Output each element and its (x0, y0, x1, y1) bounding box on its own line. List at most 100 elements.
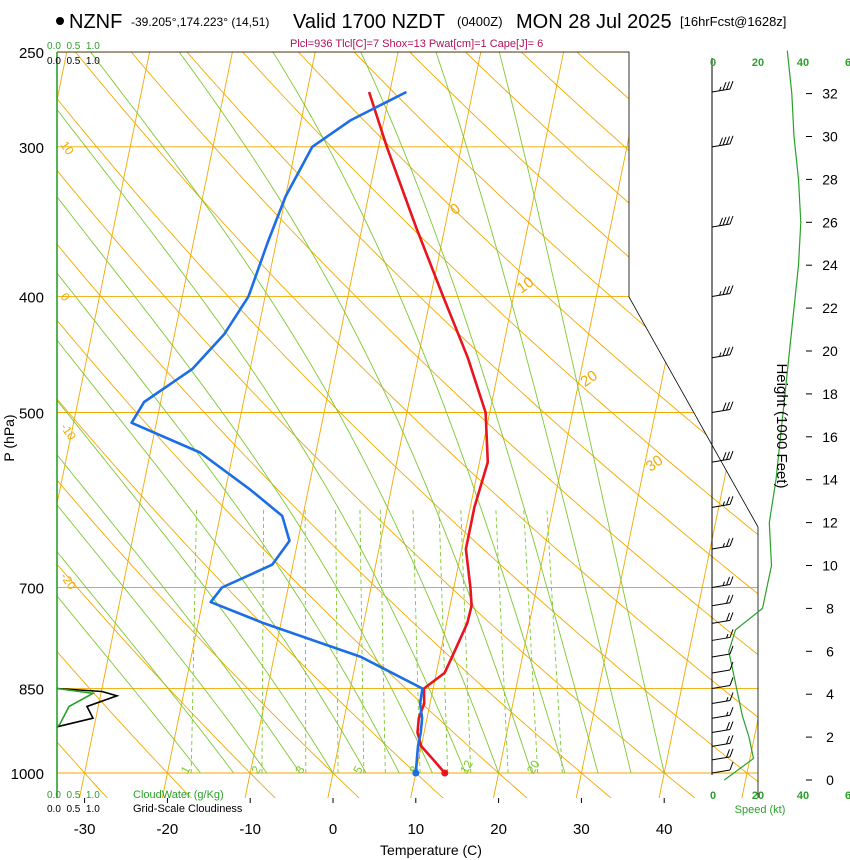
height-tick-label: 28 (822, 171, 838, 187)
pressure-tick-label: 1000 (11, 766, 44, 783)
wind-barb-feather (726, 401, 730, 411)
station-name: NZNF (69, 11, 122, 33)
wind-barb-feather (729, 594, 734, 603)
temperature-tick-label: 40 (656, 821, 673, 838)
cloudiness-line (56, 687, 120, 728)
temperature-tick-label: -20 (157, 821, 179, 838)
wind-barb-feather (726, 347, 730, 356)
wind-barb-staff (711, 619, 731, 624)
theta-label: -20 (58, 570, 80, 593)
wind-barb-feather (722, 452, 727, 461)
wind-barb-feather (729, 721, 734, 730)
pressure-tick-label: 300 (19, 140, 44, 157)
mixing-ratio-label: 20 (524, 757, 543, 776)
wind-barb-feather (726, 81, 730, 90)
temperature-tick-label: 30 (573, 821, 590, 838)
wind-barb-half-feather (722, 581, 725, 586)
height-tick-label: 14 (822, 472, 838, 488)
temperature-line (367, 91, 490, 774)
wind-barb (711, 285, 734, 297)
height-tick-label: 8 (826, 600, 834, 616)
cloudiness-label: Grid-Scale Cloudiness (133, 803, 243, 815)
wind-panel: 0246810121416182022242628303200202040406… (710, 50, 850, 802)
wind-barb-feather (729, 537, 734, 547)
dry-adiabat-line (223, 52, 758, 798)
dry-adiabat-line (168, 52, 758, 798)
wind-barb (711, 612, 734, 624)
mixing-ratio-line (495, 507, 509, 774)
height-tick-label: 18 (822, 386, 838, 402)
wind-barb-staff (711, 728, 731, 733)
dry-adiabat-line (57, 52, 276, 798)
moist-adiabat-line (90, 52, 500, 774)
wind-barb-feather (726, 285, 730, 295)
isotherm-line (492, 52, 652, 798)
wind-barb-feather (726, 451, 730, 460)
wind-barb-feather (726, 749, 730, 758)
wind-barb-feather (722, 347, 727, 357)
height-tick-label: 4 (826, 686, 834, 702)
wind-barb-staff (711, 653, 731, 658)
wind-speed-line (723, 50, 802, 781)
speed-top-tick-label: 6 (845, 57, 850, 69)
wind-barb-feather (726, 721, 730, 731)
theta-label: 0 (58, 290, 73, 304)
moist-adiabat-line (57, 52, 234, 774)
mixing-ratio-line (261, 507, 265, 774)
wind-barb-feather (729, 285, 734, 294)
dry-adiabat-line (57, 52, 360, 798)
height-tick-label: 12 (822, 515, 838, 531)
wind-barb-staff (711, 602, 731, 607)
station-marker-icon (56, 17, 64, 25)
speed-top-tick-label: 20 (752, 57, 764, 69)
dry-adiabat-line (663, 52, 758, 798)
wind-barb-feather (726, 612, 730, 622)
wind-barb-feather (729, 661, 734, 671)
wind-barb-staff (711, 669, 731, 674)
wind-barb (711, 576, 734, 588)
dry-adiabat-line (498, 52, 758, 798)
wind-barb-feather (722, 286, 727, 295)
station-coords: -39.205°,174.223° (14,51) (131, 15, 269, 29)
valid-time: Valid 1700 NZDT (293, 11, 445, 33)
wind-barb-staff (711, 545, 731, 550)
dry-adiabat-line (333, 52, 758, 798)
cloudwater-line (56, 687, 96, 728)
moist-adiabat-line (435, 52, 632, 774)
dewpoint-line (130, 90, 424, 774)
wind-barb-feather (722, 217, 727, 226)
isotherm-line (244, 52, 403, 798)
wind-barb-staff (711, 742, 731, 747)
utc-time: (0400Z) (457, 14, 503, 29)
dry-adiabat-line (57, 52, 192, 798)
wind-barb (711, 735, 734, 747)
wind-barb-feather (729, 735, 734, 744)
wind-barb (711, 537, 734, 550)
wind-barb-half-feather (726, 696, 729, 702)
cloudiness-top-scale: 0.0 0.5 1.0 (47, 56, 100, 67)
moist-adiabat-line (360, 52, 599, 774)
wind-barb-feather (719, 217, 723, 226)
moist-adiabat-line (57, 52, 367, 774)
wind-barb-feather (729, 576, 734, 585)
temperature-tick-label: 10 (407, 821, 424, 838)
moist-adiabat-line (57, 52, 301, 774)
wind-barb-feather (729, 215, 734, 225)
wind-barb-half-feather (726, 633, 729, 639)
height-tick-label: 24 (822, 257, 838, 273)
wind-barb-staff (711, 409, 731, 413)
wind-barb (711, 677, 734, 689)
moist-adiabat-line (57, 52, 268, 774)
dry-adiabat-line (57, 52, 696, 798)
isotherm-label: 10 (514, 274, 537, 297)
cloud-panel (56, 687, 120, 728)
isotherm-line (575, 52, 734, 798)
wind-barb-feather (726, 576, 730, 586)
moist-adiabat-line (57, 52, 433, 774)
moist-adiabat-line (272, 52, 566, 774)
wind-barb-feather (729, 629, 734, 638)
wind-barb-feather (729, 135, 734, 144)
wind-barb-feather (729, 401, 734, 410)
wind-barb-feather (729, 761, 734, 771)
